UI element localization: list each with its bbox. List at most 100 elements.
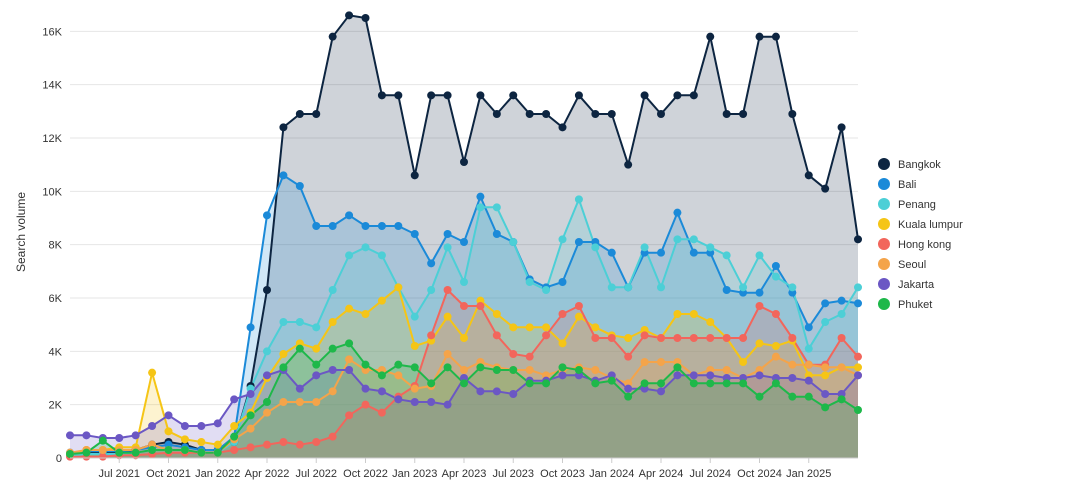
- point-jakarta[interactable]: [427, 398, 436, 406]
- point-seoul[interactable]: [295, 398, 304, 406]
- point-phuket[interactable]: [295, 344, 304, 353]
- point-seoul[interactable]: [804, 360, 813, 369]
- point-penang[interactable]: [854, 283, 862, 292]
- point-kuala-lumpur[interactable]: [328, 318, 337, 326]
- point-bali[interactable]: [492, 230, 501, 238]
- point-phuket[interactable]: [821, 403, 830, 412]
- point-hong-kong[interactable]: [476, 302, 485, 310]
- point-hong-kong[interactable]: [246, 443, 255, 452]
- point-bali[interactable]: [410, 230, 419, 238]
- point-phuket[interactable]: [837, 395, 846, 404]
- point-hong-kong[interactable]: [525, 352, 534, 361]
- point-phuket[interactable]: [492, 366, 501, 374]
- point-bangkok[interactable]: [492, 110, 501, 118]
- point-bangkok[interactable]: [739, 110, 748, 118]
- point-seoul[interactable]: [591, 366, 600, 374]
- point-hong-kong[interactable]: [624, 352, 633, 361]
- point-bangkok[interactable]: [427, 91, 436, 100]
- point-jakarta[interactable]: [66, 431, 74, 440]
- point-penang[interactable]: [574, 195, 583, 204]
- point-jakarta[interactable]: [821, 390, 830, 398]
- point-bali[interactable]: [821, 299, 830, 308]
- point-hong-kong[interactable]: [837, 334, 846, 342]
- point-hong-kong[interactable]: [689, 334, 698, 342]
- point-kuala-lumpur[interactable]: [460, 334, 468, 342]
- point-phuket[interactable]: [82, 448, 91, 457]
- point-phuket[interactable]: [263, 398, 271, 406]
- point-phuket[interactable]: [410, 363, 419, 372]
- point-jakarta[interactable]: [854, 371, 862, 380]
- point-phuket[interactable]: [755, 392, 764, 401]
- point-bangkok[interactable]: [574, 91, 583, 100]
- point-bali[interactable]: [460, 238, 468, 246]
- point-penang[interactable]: [525, 278, 534, 286]
- point-phuket[interactable]: [854, 406, 862, 414]
- point-bangkok[interactable]: [837, 123, 846, 132]
- point-hong-kong[interactable]: [640, 331, 649, 340]
- point-jakarta[interactable]: [148, 422, 157, 430]
- point-bali[interactable]: [263, 211, 271, 220]
- point-phuket[interactable]: [230, 432, 239, 441]
- point-bangkok[interactable]: [771, 32, 780, 41]
- point-kuala-lumpur[interactable]: [230, 422, 239, 430]
- point-seoul[interactable]: [640, 358, 649, 366]
- point-bangkok[interactable]: [591, 110, 600, 118]
- point-bali[interactable]: [246, 323, 255, 332]
- point-penang[interactable]: [509, 238, 518, 246]
- point-kuala-lumpur[interactable]: [148, 368, 157, 377]
- point-bangkok[interactable]: [443, 91, 452, 100]
- point-hong-kong[interactable]: [295, 440, 304, 449]
- point-penang[interactable]: [460, 278, 468, 286]
- point-penang[interactable]: [492, 203, 501, 212]
- point-penang[interactable]: [624, 283, 633, 292]
- point-seoul[interactable]: [525, 366, 534, 374]
- point-jakarta[interactable]: [246, 390, 255, 398]
- point-bangkok[interactable]: [657, 110, 665, 118]
- legend-item-jakarta[interactable]: Jakarta: [878, 278, 935, 291]
- point-seoul[interactable]: [460, 366, 468, 374]
- point-penang[interactable]: [476, 203, 485, 212]
- point-phuket[interactable]: [66, 450, 74, 458]
- legend-item-kuala-lumpur[interactable]: Kuala lumpur: [878, 218, 963, 231]
- point-jakarta[interactable]: [509, 390, 518, 398]
- point-phuket[interactable]: [345, 339, 354, 348]
- point-phuket[interactable]: [213, 448, 222, 457]
- point-hong-kong[interactable]: [361, 400, 370, 409]
- point-phuket[interactable]: [558, 363, 567, 372]
- point-jakarta[interactable]: [312, 371, 321, 380]
- point-phuket[interactable]: [509, 366, 518, 374]
- point-seoul[interactable]: [98, 446, 107, 454]
- point-bangkok[interactable]: [328, 32, 337, 41]
- point-hong-kong[interactable]: [854, 352, 862, 361]
- point-bangkok[interactable]: [558, 123, 567, 132]
- point-hong-kong[interactable]: [591, 334, 600, 342]
- point-penang[interactable]: [263, 347, 271, 356]
- point-jakarta[interactable]: [788, 374, 797, 382]
- point-kuala-lumpur[interactable]: [394, 283, 403, 292]
- point-kuala-lumpur[interactable]: [771, 342, 780, 350]
- point-phuket[interactable]: [706, 379, 715, 388]
- point-jakarta[interactable]: [197, 422, 206, 430]
- point-kuala-lumpur[interactable]: [279, 350, 288, 358]
- point-bali[interactable]: [361, 222, 370, 230]
- point-bali[interactable]: [722, 286, 731, 294]
- point-seoul[interactable]: [837, 363, 846, 372]
- point-bali[interactable]: [476, 192, 485, 201]
- point-kuala-lumpur[interactable]: [542, 323, 551, 332]
- point-jakarta[interactable]: [492, 387, 501, 396]
- point-bali[interactable]: [279, 171, 288, 180]
- point-bali[interactable]: [312, 222, 321, 230]
- point-bangkok[interactable]: [722, 110, 731, 118]
- point-penang[interactable]: [821, 318, 830, 326]
- point-bali[interactable]: [771, 262, 780, 270]
- point-hong-kong[interactable]: [312, 438, 321, 446]
- point-hong-kong[interactable]: [574, 302, 583, 310]
- point-phuket[interactable]: [607, 376, 616, 385]
- point-jakarta[interactable]: [657, 387, 665, 396]
- point-seoul[interactable]: [771, 352, 780, 361]
- point-bangkok[interactable]: [624, 160, 633, 169]
- point-bangkok[interactable]: [394, 91, 403, 100]
- point-kuala-lumpur[interactable]: [492, 310, 501, 318]
- point-seoul[interactable]: [443, 350, 452, 358]
- point-bali[interactable]: [377, 222, 386, 230]
